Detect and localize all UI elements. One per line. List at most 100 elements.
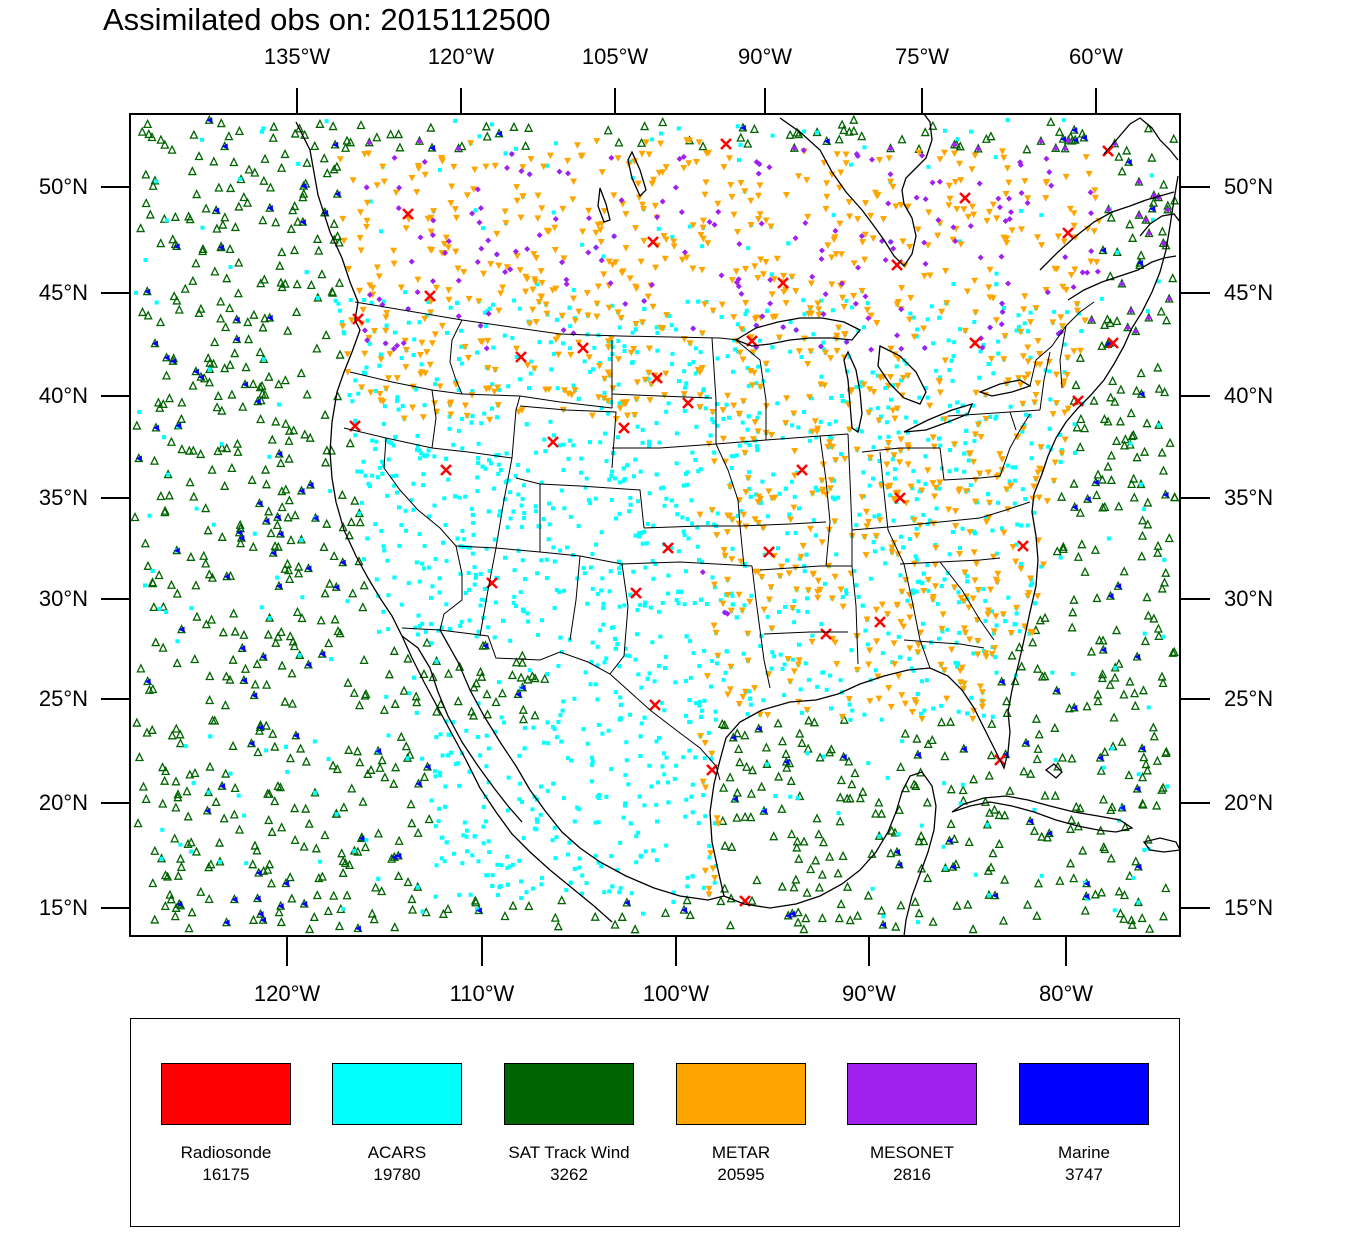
obs-marker-triangle-down [891, 415, 899, 423]
obs-marker-triangle-up-open [149, 455, 160, 465]
obs-marker-triangle-up-open [186, 551, 196, 561]
obs-marker-square [531, 725, 536, 730]
obs-marker-square [1048, 397, 1053, 402]
obs-marker-triangle-down [728, 277, 736, 284]
obs-marker-square [865, 642, 870, 647]
obs-marker-triangle-up-open [1125, 219, 1135, 229]
obs-marker-triangle-up-open [389, 778, 399, 788]
left-lat-label: 25°N [38, 686, 88, 711]
obs-marker-triangle-up-open [259, 175, 269, 185]
obs-marker-triangle-up-open [1114, 886, 1124, 896]
obs-marker-triangle-up-open [963, 899, 973, 909]
obs-marker-square [494, 415, 499, 420]
obs-marker-triangle-down [543, 310, 551, 318]
obs-marker-square [437, 806, 442, 811]
obs-marker-triangle-down [971, 431, 979, 438]
obs-marker-diamond [1017, 161, 1024, 168]
obs-marker-triangle-down [598, 169, 606, 176]
left-lat-label: 20°N [38, 790, 88, 815]
obs-marker-triangle-up-open [1097, 340, 1107, 350]
obs-marker-square [479, 421, 484, 426]
obs-marker-square [545, 720, 550, 725]
obs-marker-triangle-down [982, 415, 990, 423]
obs-marker-triangle-up-open [194, 151, 204, 161]
obs-marker-square [622, 344, 627, 349]
obs-marker-x [547, 436, 559, 448]
obs-marker-square [467, 769, 472, 774]
obs-marker-triangle-down [1070, 222, 1078, 230]
obs-marker-square [676, 126, 681, 131]
obs-marker-triangle-down [661, 392, 669, 399]
obs-marker-triangle-up-open [1119, 689, 1129, 699]
obs-marker-square [374, 577, 379, 582]
obs-marker-square [860, 603, 865, 608]
obs-marker-triangle-down [920, 325, 928, 333]
obs-marker-square [199, 137, 204, 142]
obs-marker-triangle-down [585, 207, 593, 215]
obs-marker-triangle-up-open [328, 760, 338, 770]
obs-marker-square [459, 416, 464, 421]
obs-marker-square [420, 621, 425, 626]
obs-marker-triangle-down [845, 199, 853, 206]
obs-marker-square [542, 437, 547, 442]
obs-marker-square [854, 523, 859, 528]
obs-marker-triangle-down [931, 583, 939, 590]
obs-marker-triangle-up-open [156, 317, 166, 327]
obs-marker-square [438, 732, 443, 737]
obs-marker-triangle-down [1017, 328, 1025, 336]
obs-marker-triangle-down [365, 334, 373, 342]
obs-marker-square [458, 623, 463, 628]
obs-marker-diamond [502, 268, 509, 275]
obs-marker-triangle-down [754, 274, 762, 282]
obs-marker-square [733, 347, 738, 352]
obs-marker-triangle-down [738, 326, 746, 333]
obs-marker-square [559, 488, 564, 493]
obs-marker-square [576, 396, 581, 401]
obs-marker-triangle-down [961, 327, 969, 335]
obs-marker-square [447, 626, 452, 631]
obs-marker-square [473, 208, 478, 213]
obs-marker-square [939, 466, 944, 471]
obs-marker-square [585, 332, 590, 337]
obs-marker-square [350, 399, 355, 404]
obs-marker-triangle-up-open [814, 882, 824, 892]
obs-marker-triangle-left [519, 684, 526, 691]
obs-marker-triangle-up-open [250, 840, 260, 850]
obs-marker-square [736, 158, 741, 163]
obs-marker-square [376, 876, 381, 881]
obs-marker-square [528, 371, 533, 376]
obs-marker-triangle-up-open [1158, 911, 1169, 921]
obs-marker-triangle-down [1012, 558, 1020, 566]
obs-marker-triangle-down [463, 412, 471, 420]
obs-marker-triangle-left [1080, 134, 1087, 141]
obs-marker-triangle-down [870, 388, 878, 396]
map-frame [129, 113, 1181, 937]
obs-marker-square [561, 442, 566, 447]
obs-marker-triangle-up-open [158, 798, 168, 808]
obs-marker-triangle-up-open [477, 671, 487, 681]
obs-marker-square [1012, 478, 1017, 483]
obs-marker-triangle-up-open [946, 784, 956, 794]
obs-marker-square [348, 298, 353, 303]
obs-marker-square [815, 684, 820, 689]
obs-marker-triangle-left [1136, 260, 1143, 267]
obs-marker-triangle-up-open [130, 512, 140, 522]
obs-marker-triangle-down [892, 203, 900, 210]
obs-marker-triangle-left [1071, 127, 1078, 134]
obs-marker-triangle-up-open [283, 512, 293, 522]
coastline-hispaniola [1142, 837, 1180, 853]
obs-marker-triangle-up-open [761, 742, 771, 752]
obs-marker-square [801, 298, 806, 303]
obs-marker-triangle-up-open [266, 878, 277, 888]
obs-marker-triangle-up-open [173, 870, 183, 880]
obs-marker-triangle-down [646, 397, 654, 404]
obs-marker-square [595, 663, 600, 668]
obs-marker-triangle-down [952, 523, 960, 530]
obs-marker-triangle-down [1003, 239, 1011, 247]
obs-marker-triangle-down [517, 214, 525, 222]
obs-marker-square [328, 489, 333, 494]
obs-marker-triangle-up-open [988, 848, 998, 858]
obs-marker-triangle-down [633, 396, 641, 403]
obs-marker-triangle-down [773, 255, 781, 263]
obs-marker-triangle-down [661, 255, 669, 263]
